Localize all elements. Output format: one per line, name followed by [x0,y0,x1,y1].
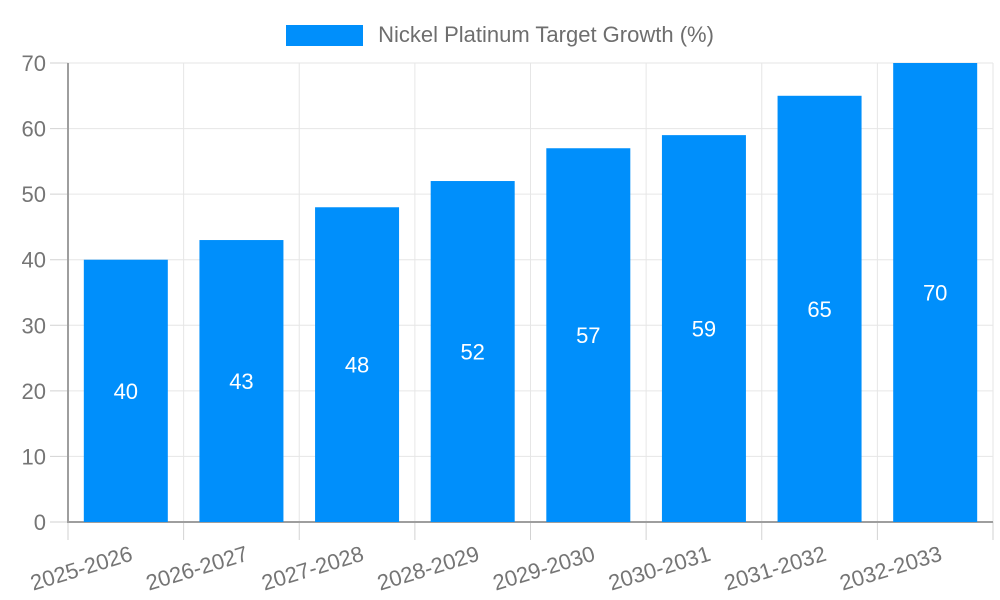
y-axis-tick-label: 30 [22,313,46,338]
bar-value-label: 43 [229,369,253,394]
y-axis-tick-label: 50 [22,182,46,207]
y-axis-tick-label: 60 [22,117,46,142]
y-axis-tick-label: 70 [22,51,46,76]
x-axis-tick-label: 2032-2033 [837,541,945,596]
legend-series-label: Nickel Platinum Target Growth (%) [378,22,714,47]
y-axis-tick-label: 40 [22,248,46,273]
y-axis-tick-label: 10 [22,444,46,469]
bar-value-label: 65 [807,297,831,322]
x-axis-tick-label: 2029-2030 [490,541,598,596]
bar[interactable] [893,63,978,522]
bar[interactable] [83,259,168,522]
bar-value-label: 59 [692,317,716,342]
x-axis-tick-label: 2025-2026 [27,541,135,596]
bar[interactable] [199,240,284,523]
bar-value-label: 70 [923,281,947,306]
x-axis-tick-label: 2027-2028 [259,541,367,596]
y-axis-tick-label: 20 [22,379,46,404]
bar-value-label: 57 [576,323,600,348]
bar-value-label: 40 [114,379,138,404]
y-axis-tick-label: 0 [34,510,46,535]
x-axis-tick-label: 2026-2027 [143,541,251,596]
bar[interactable] [315,207,400,522]
x-axis-tick-label: 2028-2029 [374,541,482,596]
x-axis-tick-label: 2031-2032 [721,541,829,596]
bar[interactable] [777,95,862,523]
bar-value-label: 48 [345,353,369,378]
bar[interactable] [430,181,515,522]
legend-item[interactable]: Nickel Platinum Target Growth (%) [0,22,1000,48]
x-axis-tick-label: 2030-2031 [605,541,713,596]
legend-swatch [286,24,364,46]
bar[interactable] [546,148,631,522]
bar-value-label: 52 [460,340,484,365]
bar[interactable] [661,135,746,522]
